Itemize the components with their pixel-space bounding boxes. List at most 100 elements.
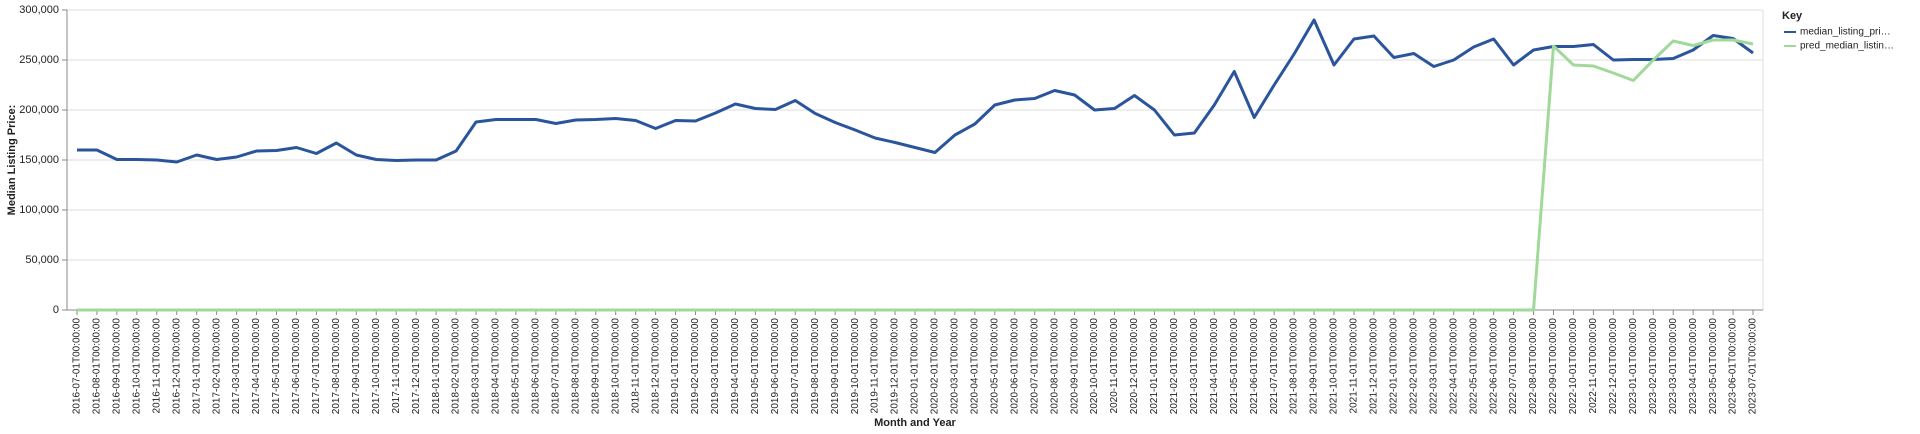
x-tick-label: 2021-09-01T00:00:00	[1309, 318, 1320, 415]
x-tick-label: 2021-04-01T00:00:00	[1209, 318, 1220, 415]
x-tick-label: 2019-11-01T00:00:00	[870, 318, 881, 414]
x-tick-label: 2020-04-01T00:00:00	[969, 318, 980, 415]
x-tick-label: 2021-08-01T00:00:00	[1289, 318, 1300, 415]
x-tick-label: 2021-12-01T00:00:00	[1369, 318, 1380, 415]
x-tick-label: 2017-10-01T00:00:00	[371, 318, 382, 415]
x-tick-label: 2022-07-01T00:00:00	[1508, 318, 1519, 415]
x-tick-label: 2017-01-01T00:00:00	[191, 318, 202, 415]
legend-label: pred_median_listin…	[1800, 41, 1894, 52]
x-tick-label: 2021-10-01T00:00:00	[1329, 318, 1340, 415]
x-tick-label: 2019-08-01T00:00:00	[810, 318, 821, 415]
x-tick-label: 2020-03-01T00:00:00	[950, 318, 961, 415]
x-tick-label: 2019-12-01T00:00:00	[890, 318, 901, 415]
x-tick-label: 2020-09-01T00:00:00	[1069, 318, 1080, 415]
x-tick-label: 2018-10-01T00:00:00	[610, 318, 621, 415]
x-tick-label: 2020-06-01T00:00:00	[1009, 318, 1020, 415]
y-tick-label: 200,000	[19, 104, 59, 116]
x-tick-label: 2021-11-01T00:00:00	[1349, 318, 1360, 414]
x-tick-label: 2023-07-01T00:00:00	[1748, 318, 1759, 415]
x-tick-label: 2020-02-01T00:00:00	[930, 318, 941, 415]
x-tick-label: 2021-01-01T00:00:00	[1149, 318, 1160, 415]
x-tick-label: 2021-06-01T00:00:00	[1249, 318, 1260, 415]
x-tick-label: 2017-03-01T00:00:00	[231, 318, 242, 415]
y-axis-title: Median Listing Price:	[6, 105, 18, 216]
x-tick-label: 2017-04-01T00:00:00	[251, 318, 262, 415]
x-tick-label: 2022-02-01T00:00:00	[1408, 318, 1419, 415]
x-tick-label: 2022-10-01T00:00:00	[1568, 318, 1579, 415]
legend-title: Key	[1782, 10, 1803, 22]
y-tick-label: 250,000	[19, 54, 59, 66]
x-tick-label: 2022-06-01T00:00:00	[1488, 318, 1499, 415]
x-tick-label: 2023-01-01T00:00:00	[1628, 318, 1639, 415]
x-tick-label: 2019-06-01T00:00:00	[770, 318, 781, 415]
x-tick-label: 2017-09-01T00:00:00	[351, 318, 362, 415]
x-tick-label: 2018-03-01T00:00:00	[471, 318, 482, 415]
x-tick-label: 2022-12-01T00:00:00	[1608, 318, 1619, 415]
x-tick-label: 2018-09-01T00:00:00	[590, 318, 601, 415]
x-tick-label: 2021-07-01T00:00:00	[1269, 318, 1280, 415]
x-tick-label: 2019-09-01T00:00:00	[830, 318, 841, 415]
x-tick-label: 2016-11-01T00:00:00	[151, 318, 162, 414]
x-tick-label: 2019-02-01T00:00:00	[690, 318, 701, 415]
y-tick-label: 50,000	[25, 254, 59, 266]
x-tick-label: 2018-04-01T00:00:00	[491, 318, 502, 415]
x-tick-label: 2019-03-01T00:00:00	[710, 318, 721, 415]
x-tick-label: 2023-02-01T00:00:00	[1648, 318, 1659, 415]
x-tick-label: 2016-09-01T00:00:00	[112, 318, 123, 415]
x-tick-label: 2018-12-01T00:00:00	[650, 318, 661, 415]
x-tick-label: 2018-01-01T00:00:00	[431, 318, 442, 415]
x-tick-label: 2022-03-01T00:00:00	[1428, 318, 1439, 415]
x-tick-label: 2020-10-01T00:00:00	[1089, 318, 1100, 415]
x-tick-label: 2023-04-01T00:00:00	[1688, 318, 1699, 415]
x-tick-label: 2020-12-01T00:00:00	[1129, 318, 1140, 415]
x-tick-label: 2019-05-01T00:00:00	[750, 318, 761, 415]
x-tick-label: 2018-08-01T00:00:00	[570, 318, 581, 415]
y-tick-label: 0	[53, 304, 59, 316]
x-tick-label: 2020-05-01T00:00:00	[989, 318, 1000, 415]
x-tick-label: 2016-07-01T00:00:00	[72, 318, 83, 415]
x-tick-label: 2022-04-01T00:00:00	[1448, 318, 1459, 415]
x-tick-label: 2021-02-01T00:00:00	[1169, 318, 1180, 415]
x-tick-label: 2017-05-01T00:00:00	[271, 318, 282, 415]
x-tick-label: 2017-06-01T00:00:00	[291, 318, 302, 415]
y-tick-label: 300,000	[19, 4, 59, 16]
y-tick-label: 150,000	[19, 154, 59, 166]
x-tick-label: 2016-10-01T00:00:00	[131, 318, 142, 415]
x-tick-label: 2017-11-01T00:00:00	[391, 318, 402, 414]
x-tick-label: 2019-07-01T00:00:00	[790, 318, 801, 415]
x-tick-label: 2022-11-01T00:00:00	[1588, 318, 1599, 414]
x-tick-label: 2023-03-01T00:00:00	[1668, 318, 1679, 415]
x-tick-label: 2019-04-01T00:00:00	[730, 318, 741, 415]
x-tick-label: 2023-06-01T00:00:00	[1728, 318, 1739, 415]
x-tick-label: 2019-01-01T00:00:00	[670, 318, 681, 415]
x-tick-label: 2020-08-01T00:00:00	[1049, 318, 1060, 415]
x-tick-label: 2021-03-01T00:00:00	[1189, 318, 1200, 415]
x-tick-label: 2018-07-01T00:00:00	[550, 318, 561, 415]
series-line	[76, 38, 1754, 312]
x-tick-label: 2020-07-01T00:00:00	[1029, 318, 1040, 415]
x-tick-label: 2016-12-01T00:00:00	[171, 318, 182, 415]
x-tick-label: 2018-06-01T00:00:00	[531, 318, 542, 415]
series-line	[76, 18, 1754, 164]
x-tick-label: 2018-11-01T00:00:00	[630, 318, 641, 414]
x-tick-label: 2018-02-01T00:00:00	[451, 318, 462, 415]
x-tick-label: 2022-01-01T00:00:00	[1389, 318, 1400, 415]
x-tick-label: 2021-05-01T00:00:00	[1229, 318, 1240, 415]
legend-label: median_listing_pri…	[1800, 27, 1891, 38]
x-tick-label: 2022-05-01T00:00:00	[1468, 318, 1479, 415]
x-tick-label: 2022-09-01T00:00:00	[1548, 318, 1559, 415]
x-tick-label: 2017-08-01T00:00:00	[331, 318, 342, 415]
x-tick-label: 2020-11-01T00:00:00	[1109, 318, 1120, 414]
x-tick-label: 2017-02-01T00:00:00	[211, 318, 222, 415]
x-axis-title: Month and Year	[874, 417, 956, 429]
x-tick-label: 2020-01-01T00:00:00	[910, 318, 921, 415]
x-tick-label: 2023-05-01T00:00:00	[1708, 318, 1719, 415]
x-tick-label: 2018-05-01T00:00:00	[511, 318, 522, 415]
x-tick-label: 2019-10-01T00:00:00	[850, 318, 861, 415]
x-tick-label: 2022-08-01T00:00:00	[1528, 318, 1539, 415]
y-tick-label: 100,000	[19, 204, 59, 216]
x-tick-label: 2017-12-01T00:00:00	[411, 318, 422, 415]
x-tick-label: 2017-07-01T00:00:00	[311, 318, 322, 415]
